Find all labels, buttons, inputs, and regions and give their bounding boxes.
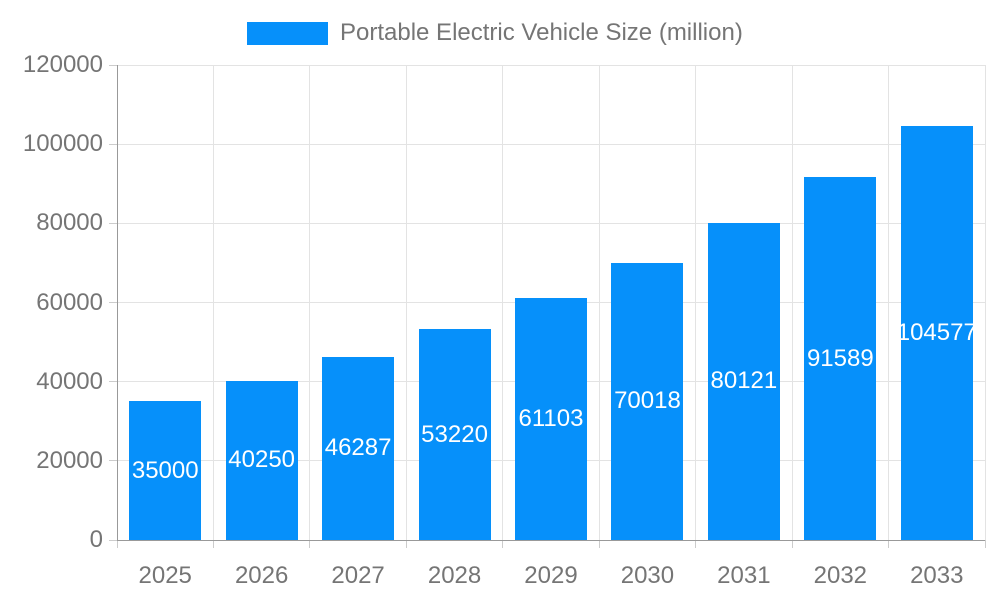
bar-2030[interactable]: 70018 bbox=[611, 262, 684, 540]
y-axis-tick bbox=[109, 222, 117, 224]
y-axis-label: 20000 bbox=[36, 446, 103, 474]
gridline-horizontal bbox=[117, 64, 985, 66]
x-axis-tick bbox=[984, 540, 986, 548]
x-axis-label: 2031 bbox=[717, 562, 771, 589]
x-axis-label: 2027 bbox=[331, 562, 385, 589]
gridline-vertical bbox=[212, 65, 214, 540]
legend-swatch[interactable] bbox=[247, 21, 328, 45]
x-axis-tick bbox=[791, 540, 793, 548]
x-axis-tick bbox=[309, 540, 311, 548]
x-axis-tick bbox=[212, 540, 214, 548]
x-axis-label: 2025 bbox=[138, 562, 192, 589]
x-axis-label: 2026 bbox=[234, 562, 289, 589]
bar-2031[interactable]: 80121 bbox=[707, 222, 780, 540]
gridline-vertical bbox=[598, 65, 600, 540]
y-axis-tick bbox=[109, 539, 117, 541]
x-axis-label: 2029 bbox=[524, 562, 578, 589]
gridline-vertical bbox=[309, 65, 311, 540]
bar-value-label: 40250 bbox=[228, 446, 296, 474]
y-axis-label: 60000 bbox=[36, 288, 103, 316]
bar-value-label: 53220 bbox=[421, 420, 488, 448]
x-axis-tick bbox=[598, 540, 600, 548]
x-axis-line bbox=[117, 540, 985, 541]
bar-value-label: 61103 bbox=[518, 405, 584, 433]
bar-value-label: 70018 bbox=[614, 387, 681, 415]
bar-2026[interactable]: 40250 bbox=[225, 380, 298, 540]
gridline-vertical bbox=[791, 65, 793, 540]
legend-item[interactable]: Portable Electric Vehicle Size (million) bbox=[247, 19, 743, 47]
gridline-vertical bbox=[502, 65, 504, 540]
bar-2028[interactable]: 53220 bbox=[418, 329, 491, 540]
y-axis-line bbox=[117, 65, 118, 541]
y-axis-label: 120000 bbox=[22, 51, 103, 78]
bar-2027[interactable]: 46287 bbox=[322, 356, 395, 540]
y-axis-tick bbox=[109, 143, 117, 145]
bar-2032[interactable]: 91589 bbox=[804, 177, 877, 540]
x-axis-tick bbox=[695, 540, 697, 548]
y-axis-tick bbox=[109, 381, 117, 383]
x-axis-label: 2030 bbox=[620, 562, 675, 589]
bar-2029[interactable]: 61103 bbox=[515, 298, 587, 540]
bar-2033[interactable]: 104577 bbox=[897, 126, 977, 540]
legend-label[interactable]: Portable Electric Vehicle Size (million) bbox=[340, 19, 743, 46]
gridline-horizontal bbox=[117, 222, 985, 224]
y-axis-label: 40000 bbox=[36, 367, 103, 395]
y-axis-label: 100000 bbox=[22, 130, 103, 158]
bar-value-label: 35000 bbox=[131, 456, 199, 484]
x-axis-tick bbox=[502, 540, 504, 548]
bar-value-label: 80121 bbox=[710, 367, 778, 395]
x-axis-label: 2033 bbox=[910, 562, 964, 589]
gridline-vertical bbox=[984, 65, 986, 540]
x-axis-tick bbox=[405, 540, 407, 548]
bar-value-label: 46287 bbox=[324, 434, 392, 462]
gridline-vertical bbox=[405, 65, 407, 540]
x-axis-label: 2032 bbox=[813, 562, 868, 589]
bar-value-label: 104577 bbox=[896, 319, 977, 347]
y-axis-tick bbox=[109, 302, 117, 303]
gridline-vertical bbox=[695, 65, 697, 540]
y-axis-label: 0 bbox=[89, 526, 103, 553]
gridline-horizontal bbox=[117, 143, 985, 145]
y-axis-tick bbox=[109, 64, 117, 66]
y-axis-label: 80000 bbox=[36, 209, 103, 237]
x-axis-tick bbox=[888, 540, 890, 548]
bar-2025[interactable]: 35000 bbox=[129, 401, 202, 540]
gridline-vertical bbox=[888, 65, 890, 540]
x-axis-tick bbox=[116, 540, 118, 548]
bar-value-label: 91589 bbox=[806, 344, 874, 372]
y-axis-tick bbox=[109, 460, 117, 462]
x-axis-label: 2028 bbox=[427, 562, 482, 589]
